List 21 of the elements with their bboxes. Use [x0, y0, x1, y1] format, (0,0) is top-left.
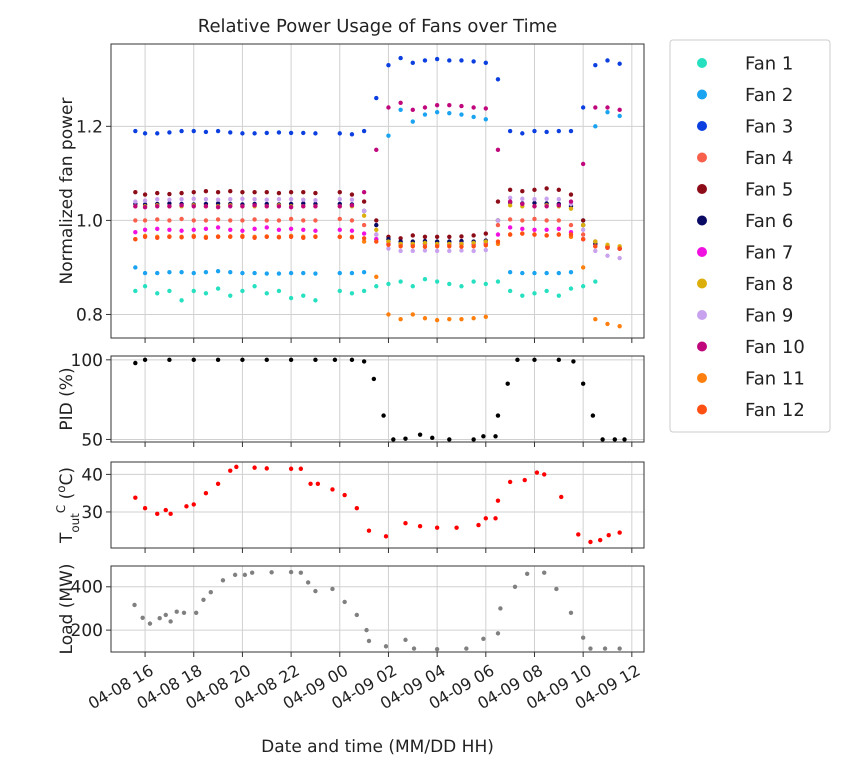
- legend-label: Fan 7: [745, 242, 794, 264]
- y-tick-label: 1.0: [76, 211, 103, 232]
- legend-label: Fan 12: [745, 400, 805, 421]
- legend-label: Fan 10: [745, 336, 805, 358]
- legend-label: Fan 5: [745, 179, 794, 200]
- chart-title: Relative Power Usage of Fans over Time: [198, 16, 558, 37]
- legend-label: Fan 3: [745, 116, 794, 138]
- y-tick-label: 0.8: [76, 305, 103, 326]
- legend-label: Fan 6: [745, 210, 794, 232]
- y-axis-title: Normalized fan power: [57, 98, 77, 284]
- x-axis-title: Date and time (MM/DD HH): [261, 737, 494, 757]
- legend-label: Fan 11: [745, 368, 805, 390]
- y-tick-label: 1.2: [76, 117, 103, 138]
- legend-label: Fan 1: [745, 53, 794, 74]
- y-tick-label: 50: [81, 430, 103, 450]
- legend-label: Fan 8: [745, 274, 794, 295]
- legend-label: Fan 4: [745, 148, 794, 169]
- legend-label: Fan 9: [745, 305, 794, 326]
- y-tick-label: 40: [81, 465, 103, 486]
- y-tick-label: 30: [81, 502, 103, 523]
- legend-label: Fan 2: [745, 84, 794, 106]
